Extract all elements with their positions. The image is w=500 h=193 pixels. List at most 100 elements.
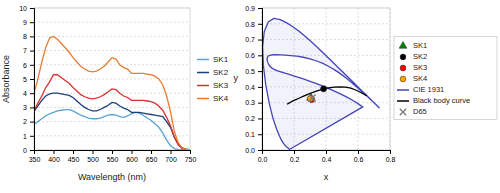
legend-item: CIE 1931 <box>397 85 444 94</box>
tick-mark <box>30 150 34 151</box>
tick-mark <box>30 136 34 137</box>
tick-mark <box>30 79 34 80</box>
legend-label: SK4 <box>213 94 229 103</box>
tick-mark <box>258 24 262 25</box>
tick: 0.0 <box>245 147 262 154</box>
legend-label: CIE 1931 <box>413 85 444 94</box>
tick-mark <box>112 150 113 154</box>
tick-mark <box>132 150 133 154</box>
tick: 550 <box>107 150 119 163</box>
tick-label: 10 <box>19 5 27 12</box>
tick-label: 0.7 <box>245 36 255 43</box>
tick: 750 <box>185 150 197 163</box>
tick: 1 <box>23 133 34 140</box>
tick-mark <box>326 150 327 154</box>
plot-frame <box>262 8 390 150</box>
tick-label: 2 <box>23 118 27 125</box>
plot-area <box>34 36 190 149</box>
point <box>321 86 327 92</box>
axis: 350400450500550600650700750 <box>29 150 197 163</box>
tick-mark <box>258 134 262 135</box>
series-line <box>34 75 190 150</box>
grid-line <box>358 8 359 150</box>
tick-label: 0.2 <box>245 115 255 122</box>
legend-swatch <box>400 76 406 82</box>
legend-item: SK4 <box>197 94 229 103</box>
tick-label: 0.2 <box>290 156 300 163</box>
tick: 0.7 <box>245 36 262 43</box>
points <box>307 86 327 103</box>
tick-mark <box>171 150 172 154</box>
tick-label: 3 <box>23 104 27 111</box>
tick: 0.1 <box>245 131 262 138</box>
tick-label: 0.8 <box>245 21 255 28</box>
tick-label: 6 <box>23 62 27 69</box>
tick-mark <box>258 118 262 119</box>
tick-label: 550 <box>107 156 119 163</box>
tick-mark <box>30 22 34 23</box>
axis-line <box>263 151 391 155</box>
legend-label: SK1 <box>413 41 427 50</box>
legend-label: SK2 <box>213 68 229 77</box>
grid-line <box>34 50 190 51</box>
tick: 0.8 <box>245 21 262 28</box>
tick-mark <box>294 150 295 154</box>
grid <box>34 8 190 150</box>
lines <box>34 36 190 149</box>
tick-label: 0.0 <box>258 156 268 163</box>
y-axis-title: Absorbance <box>1 55 11 103</box>
legend: SK1SK2SK3SK4CIE 1931Black body curveD65 <box>394 37 497 120</box>
legend-swatch <box>400 65 406 71</box>
tick-label: 0.4 <box>245 84 255 91</box>
legend-item: SK4 <box>400 74 427 83</box>
tick: 0 <box>23 147 34 154</box>
axis: 012345678910 <box>19 5 34 154</box>
legend-label: Black body curve <box>413 96 470 105</box>
series-line <box>263 18 380 149</box>
tick-label: 400 <box>48 156 60 163</box>
tick-mark <box>358 150 359 154</box>
plot-area <box>263 18 380 149</box>
tick-label: 0.4 <box>322 156 332 163</box>
legend-label: D65 <box>413 107 427 116</box>
tick-mark <box>30 36 34 37</box>
point <box>309 95 316 102</box>
legend-label: SK2 <box>413 52 427 61</box>
tick: 6 <box>23 62 34 69</box>
tick-mark <box>151 150 152 154</box>
tick: 0.3 <box>245 99 262 106</box>
y-axis-title: y <box>234 73 239 83</box>
plot-frame <box>34 8 190 150</box>
legend-label: SK1 <box>213 55 229 64</box>
tick-label: 4 <box>23 90 27 97</box>
tick-mark <box>258 55 262 56</box>
x-axis-title: Wavelength (nm) <box>78 172 146 182</box>
tick-label: 750 <box>185 156 197 163</box>
tick-label: 650 <box>146 156 158 163</box>
tick-mark <box>390 150 391 154</box>
axis: 0.00.10.20.30.40.50.60.70.80.9 <box>245 5 262 154</box>
tick-label: 8 <box>23 33 27 40</box>
legend-swatch <box>197 85 209 87</box>
tick: 700 <box>165 150 177 163</box>
axis-line <box>258 9 263 151</box>
tick-mark <box>190 150 191 154</box>
tick: 0.4 <box>322 150 332 163</box>
tick-mark <box>30 51 34 52</box>
legend-item: SK2 <box>197 68 229 77</box>
tick: 0.9 <box>245 5 262 12</box>
legend-swatch <box>399 42 407 49</box>
tick-label: 9 <box>23 19 27 26</box>
legend-item: SK2 <box>400 52 427 61</box>
tick: 0.6 <box>354 150 364 163</box>
legend-swatch <box>197 72 209 74</box>
tick: 350 <box>29 150 41 163</box>
tick-mark <box>30 8 34 9</box>
x-axis-title: x <box>324 172 329 182</box>
tick-mark <box>30 65 34 66</box>
tick-label: 0.6 <box>245 52 255 59</box>
tick-label: 0.8 <box>386 156 396 163</box>
tick-label: 0.1 <box>245 131 255 138</box>
tick-label: 700 <box>165 156 177 163</box>
tick-label: 600 <box>126 156 138 163</box>
